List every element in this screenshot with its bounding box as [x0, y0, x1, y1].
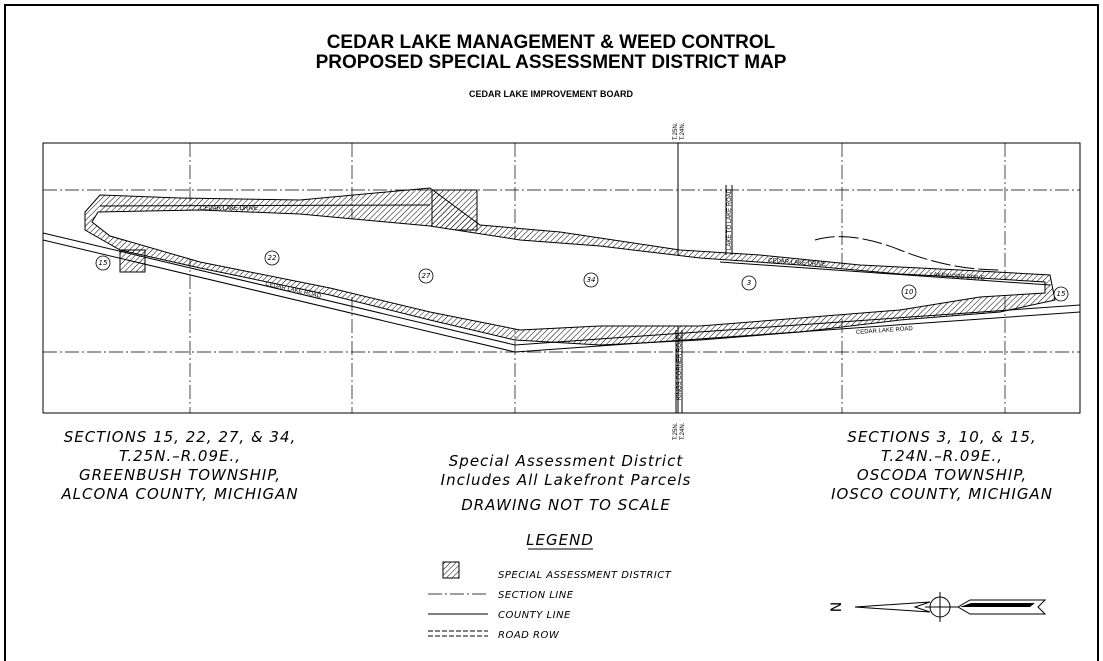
text-line: OSCODA TOWNSHIP,: [857, 466, 1027, 484]
right-block: SECTIONS 3, 10, & 15, T.24N.–R.09E., OSC…: [831, 428, 1053, 503]
text-line: GREENBUSH TOWNSHIP,: [79, 466, 281, 484]
north-arrow: N: [829, 592, 1045, 622]
text-line: T.25N.–R.09E.,: [119, 447, 241, 465]
text-line: Special Assessment District: [449, 452, 684, 470]
section-number: 22: [268, 254, 277, 262]
legend-item: ROAD ROW: [498, 630, 560, 641]
center-block: Special Assessment District Includes All…: [441, 452, 692, 514]
legend-title: LEGEND: [526, 531, 594, 549]
township-label: T.25N.: [673, 122, 679, 140]
text-line: ALCONA COUNTY, MICHIGAN: [60, 485, 298, 503]
section-number: 34: [587, 276, 596, 284]
map: 15 22 27 34 3 10 15 CEDAR LAKE DRIVE CED…: [43, 122, 1080, 440]
text-line: T.24N.–R.09E.,: [881, 447, 1003, 465]
section-number: 15: [1057, 290, 1066, 298]
township-label: T.25N.: [673, 422, 679, 440]
legend-item: SECTION LINE: [498, 590, 574, 601]
legend-item: SPECIAL ASSESSMENT DISTRICT: [498, 570, 672, 581]
section-number: 3: [747, 279, 751, 287]
township-label: T.24N.: [680, 122, 686, 140]
section-number: 10: [905, 288, 914, 296]
title: CEDAR LAKE MANAGEMENT & WEED CONTROL: [327, 32, 776, 53]
legend: LEGEND SPECIAL ASSESSMENT DISTRICT SECTI…: [428, 531, 672, 641]
section-number: 27: [422, 272, 431, 280]
subtitle: CEDAR LAKE IMPROVEMENT BOARD: [469, 89, 634, 99]
title: PROPOSED SPECIAL ASSESSMENT DISTRICT MAP: [316, 52, 787, 73]
note: DRAWING NOT TO SCALE: [461, 496, 671, 514]
north-label: N: [829, 602, 845, 612]
text-line: IOSCO COUNTY, MICHIGAN: [831, 485, 1053, 503]
legend-item: COUNTY LINE: [498, 610, 571, 621]
text-line: SECTIONS 3, 10, & 15,: [847, 428, 1036, 446]
text-line: Includes All Lakefront Parcels: [441, 471, 692, 489]
road-label: KINGS CORNER ROAD: [677, 334, 683, 400]
township-label: T.24N.: [680, 422, 686, 440]
section-number: 15: [99, 259, 108, 267]
map-sheet: CEDAR LAKE MANAGEMENT & WEED CONTROL PRO…: [0, 0, 1103, 661]
text-line: SECTIONS 15, 22, 27, & 34,: [64, 428, 297, 446]
road-label: CEDAR LAKE DRIVE: [200, 206, 258, 212]
road-label: LAKE TO LAKE ROAD: [727, 188, 733, 250]
left-block: SECTIONS 15, 22, 27, & 34, T.25N.–R.09E.…: [60, 428, 298, 503]
